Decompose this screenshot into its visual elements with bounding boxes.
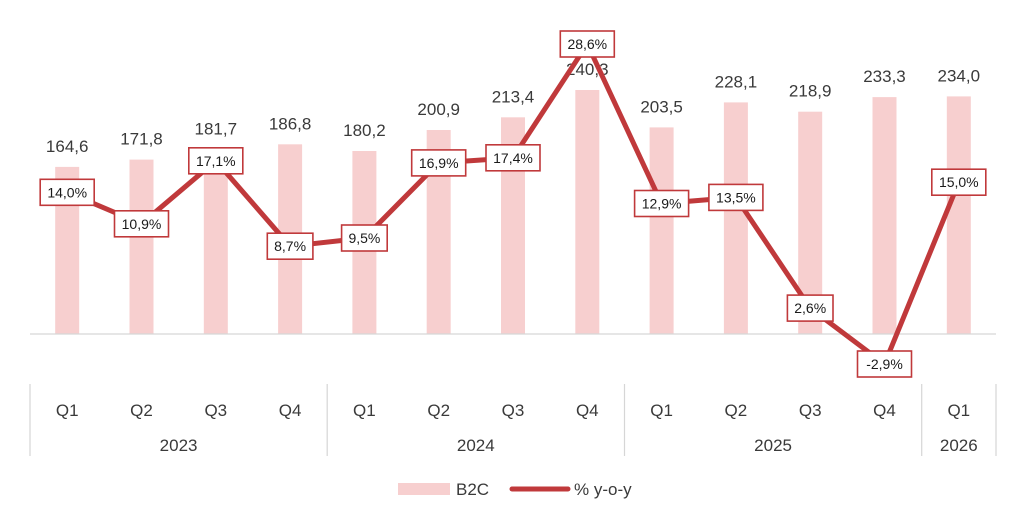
pct-label: 2,6% — [786, 294, 834, 322]
pct-label-text: 16,9% — [419, 155, 459, 171]
pct-label-box — [113, 210, 170, 238]
pct-label-box — [559, 30, 616, 58]
x-tick-label: Q1 — [947, 401, 970, 420]
bar-value-label: 164,6 — [46, 137, 89, 156]
legend: B2C % y-o-y — [398, 480, 632, 499]
x-tick-label: Q1 — [56, 401, 79, 420]
pct-label-text: 17,4% — [493, 150, 533, 166]
pct-label: 8,7% — [266, 232, 314, 260]
bar-value-label: 234,0 — [938, 66, 981, 85]
pct-label-text: 10,9% — [122, 216, 162, 232]
pct-label-box — [708, 183, 764, 212]
pct-label-box — [188, 147, 244, 175]
year-label: 2023 — [160, 436, 198, 455]
pct-label: 14,0% — [39, 178, 96, 207]
pct-label: 17,4% — [485, 144, 541, 172]
pct-label-text: 15,0% — [939, 174, 979, 190]
pct-label-box — [856, 350, 913, 378]
pct-label-box — [39, 178, 96, 207]
bar-value-label: 213,4 — [492, 87, 535, 106]
legend-label-line: % y-o-y — [574, 480, 632, 499]
x-tick-label: Q3 — [799, 401, 822, 420]
year-label: 2025 — [754, 436, 792, 455]
bar-value-label: 180,2 — [343, 121, 386, 140]
bar — [203, 149, 228, 334]
pct-label-text: 28,6% — [567, 36, 607, 52]
bar — [723, 102, 748, 335]
bar-value-label: 171,8 — [120, 130, 163, 149]
pct-label-box — [266, 232, 314, 260]
pct-label-box — [410, 149, 467, 177]
bar — [575, 90, 600, 334]
year-label: 2026 — [940, 436, 978, 455]
year-labels: 2023 2024 2025 2026 — [160, 436, 978, 455]
x-tick-label: Q2 — [725, 401, 748, 420]
pct-label: 28,6% — [559, 30, 616, 58]
legend-swatch-bar — [398, 483, 450, 495]
pct-label-text: 2,6% — [794, 300, 826, 316]
x-tick-labels: Q1 Q2 Q3 Q4 Q1 Q2 Q3 Q4 Q1 Q2 Q3 Q4 Q1 — [56, 401, 970, 420]
x-tick-label: Q2 — [427, 401, 450, 420]
bar — [649, 127, 674, 335]
pct-label-text: -2,9% — [866, 356, 903, 372]
pct-label: 12,9% — [633, 189, 690, 218]
x-tick-label: Q1 — [353, 401, 376, 420]
pct-label-text: 8,7% — [274, 238, 306, 254]
pct-label-box — [786, 294, 834, 322]
x-tick-label: Q4 — [873, 401, 896, 420]
pct-label-text: 17,1% — [196, 153, 236, 169]
pct-label: 16,9% — [410, 149, 467, 177]
pct-label-box — [633, 189, 690, 218]
pct-label-text: 12,9% — [642, 196, 682, 212]
pct-label-text: 13,5% — [716, 189, 756, 205]
pct-label: 15,0% — [930, 168, 987, 196]
bar-value-label: 203,5 — [640, 97, 683, 116]
pct-label: 17,1% — [188, 147, 244, 175]
pct-value-labels: 14,0% 10,9% 17,1% 8,7% 9,5% 16,9% 17,4% 28,6% 12… — [39, 30, 987, 378]
bar-value-label: 218,9 — [789, 82, 832, 101]
x-tick-label: Q4 — [576, 401, 599, 420]
bar — [872, 97, 897, 334]
bar-value-label: 200,9 — [417, 100, 460, 119]
x-tick-label: Q3 — [502, 401, 525, 420]
x-axis-groups — [29, 384, 997, 456]
pct-label-text: 9,5% — [348, 230, 380, 246]
x-tick-label: Q3 — [204, 401, 227, 420]
pct-label: 9,5% — [340, 224, 389, 252]
pct-label: 13,5% — [708, 183, 764, 212]
x-tick-label: Q2 — [130, 401, 153, 420]
bar-value-label: 181,7 — [195, 120, 238, 139]
x-tick-label: Q1 — [650, 401, 673, 420]
bar-value-label: 186,8 — [269, 114, 312, 133]
pct-label-box — [340, 224, 389, 252]
pct-label-text: 14,0% — [47, 184, 87, 200]
pct-label-box — [485, 144, 541, 172]
year-label: 2024 — [457, 436, 495, 455]
pct-label: 10,9% — [113, 210, 170, 238]
pct-label-box — [930, 168, 987, 196]
bar — [946, 96, 971, 335]
bar-value-label: 233,3 — [863, 67, 906, 86]
x-tick-label: Q4 — [279, 401, 302, 420]
pct-label: -2,9% — [856, 350, 913, 378]
bar — [55, 166, 80, 334]
bar-value-label: 228,1 — [715, 72, 758, 91]
bar — [129, 159, 154, 334]
legend-label-bar: B2C — [456, 480, 489, 499]
